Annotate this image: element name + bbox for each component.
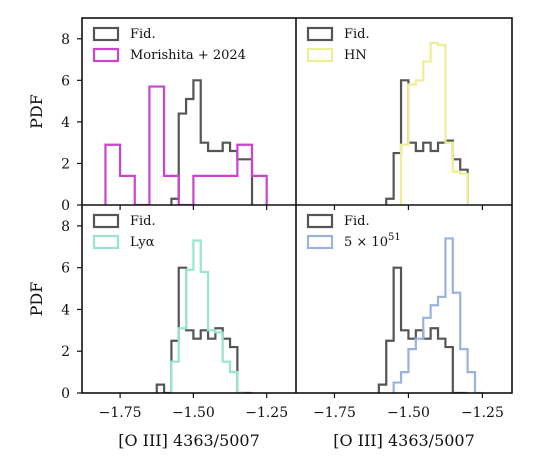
- x-tick-label-bottom-right-2: −1.25: [461, 405, 504, 421]
- y-tick-label-top-left-3: 6: [61, 73, 70, 89]
- legend-swatch-bottom-right-1: [306, 234, 334, 250]
- legend-label-bottom-right-1: 5 × 1051: [344, 232, 401, 250]
- y-tick-label-top-left-0: 0: [61, 198, 70, 214]
- histogram-bottom-right-series-1: [392, 237, 483, 393]
- legend-label-bottom-right-0: Fid.: [344, 214, 370, 229]
- legend-swatch-bottom-left-1: [92, 234, 120, 250]
- legend-label-top-left-1: Morishita + 2024: [130, 48, 246, 63]
- legend-label-bottom-left-0: Fid.: [130, 214, 156, 229]
- x-tick-label-bottom-left-1: −1.50: [172, 405, 215, 421]
- y-tick-label-bottom-left-3: 6: [61, 261, 70, 277]
- legend-label-top-right-0: Fid.: [344, 27, 370, 42]
- legend-label-top-right-1: HN: [344, 48, 367, 63]
- x-tick-label-bottom-left-2: −1.25: [245, 405, 288, 421]
- x-tick-label-bottom-left-0: −1.75: [99, 405, 142, 421]
- histogram-top-right-series-1: [399, 41, 469, 205]
- histogram-top-left-series-0: [170, 79, 254, 205]
- y-tick-label-top-left-4: 8: [61, 32, 70, 48]
- legend-label-bottom-left-1: Lyα: [130, 235, 155, 250]
- y-tick-label-top-left-2: 4: [61, 115, 70, 131]
- histogram-top-right-series-0: [385, 79, 469, 205]
- y-axis-label-bottom-left: PDF: [27, 282, 46, 317]
- y-tick-label-bottom-left-0: 0: [61, 386, 70, 402]
- legend-swatch-bottom-left-0: [92, 213, 120, 229]
- legend-swatch-bottom-right-0: [306, 213, 334, 229]
- legend-label-top-left-0: Fid.: [130, 27, 156, 42]
- legend-swatch-top-right-0: [306, 26, 334, 42]
- y-tick-label-bottom-left-4: 8: [61, 219, 70, 235]
- histogram-bottom-right-series-0: [377, 266, 468, 393]
- y-tick-label-bottom-left-2: 4: [61, 302, 70, 318]
- x-axis-label-bottom-left: [O III] 4363/5007: [118, 431, 260, 450]
- y-tick-label-bottom-left-1: 2: [61, 344, 70, 360]
- x-axis-label-bottom-right: [O III] 4363/5007: [333, 431, 475, 450]
- legend-swatch-top-left-0: [92, 26, 120, 42]
- legend-swatch-top-left-1: [92, 47, 120, 63]
- y-axis-label-top-left: PDF: [27, 94, 46, 129]
- histogram-top-left-series-1: [104, 85, 268, 205]
- histogram-bottom-left-series-1: [170, 239, 245, 393]
- x-tick-label-bottom-right-0: −1.75: [313, 405, 356, 421]
- legend-swatch-top-right-1: [306, 47, 334, 63]
- y-tick-label-top-left-1: 2: [61, 156, 70, 172]
- x-tick-label-bottom-right-1: −1.50: [387, 405, 430, 421]
